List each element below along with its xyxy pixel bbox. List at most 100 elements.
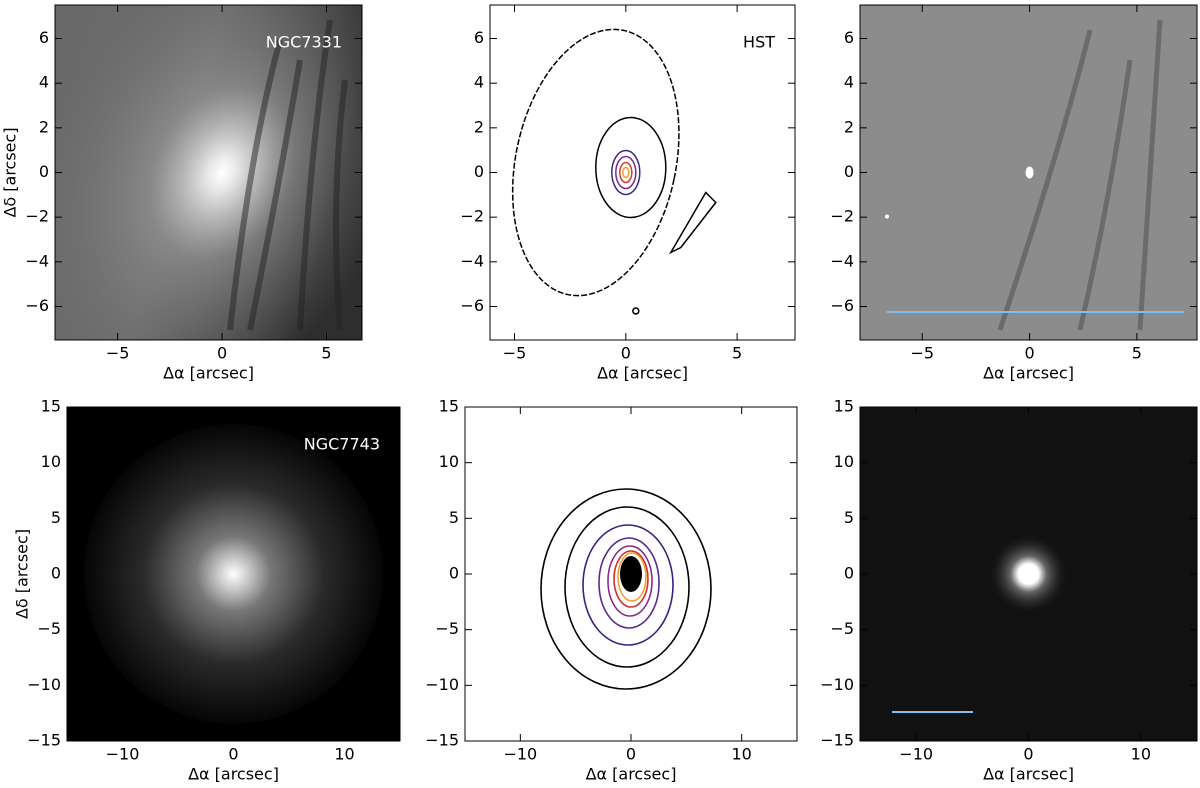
halo bbox=[55, 5, 362, 340]
y-tick-label: −10 bbox=[27, 675, 61, 694]
x-tick-label: 0 bbox=[621, 344, 631, 363]
y-tick-label: −2 bbox=[830, 207, 854, 226]
x-axis-label: Δα [arcsec] bbox=[163, 364, 254, 383]
panel-image bbox=[490, 5, 795, 340]
y-tick-label: −10 bbox=[425, 675, 459, 694]
point-source bbox=[885, 214, 889, 219]
y-tick-label: 0 bbox=[474, 162, 484, 181]
y-tick-label: −6 bbox=[25, 296, 49, 315]
contour bbox=[595, 116, 667, 219]
contour bbox=[611, 149, 641, 196]
y-tick-label: 5 bbox=[51, 508, 61, 527]
x-tick-label: 10 bbox=[334, 745, 354, 764]
y-axis-label: Δδ [arcsec] bbox=[1, 127, 20, 217]
x-tick-label: −5 bbox=[503, 344, 527, 363]
x-tick-label: 0 bbox=[626, 745, 636, 764]
y-tick-label: 10 bbox=[834, 452, 854, 471]
y-tick-label: −5 bbox=[435, 619, 459, 638]
panel-image bbox=[55, 5, 362, 340]
x-axis-label: Δα [arcsec] bbox=[983, 364, 1074, 383]
y-tick-label: −2 bbox=[25, 207, 49, 226]
y-tick-label: −15 bbox=[27, 731, 61, 750]
x-axis-label: Δα [arcsec] bbox=[188, 765, 279, 784]
contour bbox=[668, 191, 717, 255]
y-tick-label: 6 bbox=[39, 28, 49, 47]
y-tick-label: 2 bbox=[844, 117, 854, 136]
contour bbox=[613, 550, 649, 608]
x-tick-label: −10 bbox=[503, 745, 537, 764]
x-tick-label: 0 bbox=[1023, 745, 1033, 764]
y-tick-label: −4 bbox=[25, 251, 49, 270]
y-tick-label: 15 bbox=[41, 397, 61, 416]
x-tick-label: 5 bbox=[1132, 344, 1142, 363]
x-tick-label: −5 bbox=[106, 344, 130, 363]
y-tick-label: −15 bbox=[425, 731, 459, 750]
y-tick-label: 5 bbox=[449, 508, 459, 527]
panel-image bbox=[67, 407, 400, 741]
annotation: NGC7743 bbox=[304, 435, 380, 454]
halo bbox=[83, 424, 384, 724]
y-tick-label: 5 bbox=[844, 508, 854, 527]
x-axis-label: Δα [arcsec] bbox=[586, 765, 677, 784]
core bbox=[620, 556, 642, 592]
contour bbox=[582, 524, 674, 646]
contour bbox=[607, 545, 653, 617]
x-tick-label: 0 bbox=[217, 344, 227, 363]
y-tick-label: −5 bbox=[830, 619, 854, 638]
contour bbox=[632, 307, 640, 315]
annotation: HST bbox=[743, 33, 775, 52]
contour bbox=[564, 506, 690, 668]
dust-lane bbox=[333, 79, 348, 331]
y-tick-label: 0 bbox=[844, 564, 854, 583]
dust-lane bbox=[247, 59, 303, 331]
x-tick-label: 0 bbox=[1024, 344, 1034, 363]
y-tick-label: 6 bbox=[474, 28, 484, 47]
y-tick-label: 15 bbox=[834, 397, 854, 416]
y-tick-label: 4 bbox=[474, 73, 484, 92]
panel-image bbox=[860, 407, 1197, 741]
y-tick-label: 10 bbox=[41, 452, 61, 471]
y-axis-label: Δδ [arcsec] bbox=[13, 529, 32, 619]
y-tick-label: −5 bbox=[37, 619, 61, 638]
y-tick-label: 2 bbox=[474, 117, 484, 136]
contour bbox=[598, 537, 660, 629]
dust-lane bbox=[297, 19, 333, 331]
dust-lane bbox=[1077, 59, 1133, 331]
y-tick-label: −15 bbox=[820, 731, 854, 750]
contour bbox=[540, 488, 712, 690]
dust-lane bbox=[227, 39, 283, 331]
x-tick-label: 5 bbox=[732, 344, 742, 363]
contour bbox=[622, 166, 630, 179]
y-tick-label: 0 bbox=[449, 564, 459, 583]
nucleus bbox=[1025, 166, 1034, 179]
annotation: NGC7331 bbox=[266, 33, 342, 52]
x-tick-label: 5 bbox=[321, 344, 331, 363]
nucleus bbox=[988, 534, 1069, 614]
y-tick-label: 4 bbox=[844, 73, 854, 92]
y-tick-label: −4 bbox=[460, 251, 484, 270]
y-tick-label: −6 bbox=[830, 296, 854, 315]
x-tick-label: −10 bbox=[106, 745, 140, 764]
y-tick-label: −10 bbox=[820, 675, 854, 694]
x-tick-label: 10 bbox=[731, 745, 751, 764]
y-tick-label: −2 bbox=[460, 207, 484, 226]
panel-image bbox=[465, 407, 797, 741]
y-tick-label: 6 bbox=[844, 28, 854, 47]
y-tick-label: −4 bbox=[830, 251, 854, 270]
x-axis-label: Δα [arcsec] bbox=[597, 364, 688, 383]
x-tick-label: 0 bbox=[228, 745, 238, 764]
y-tick-label: 0 bbox=[51, 564, 61, 583]
x-tick-label: −10 bbox=[899, 745, 933, 764]
x-axis-label: Δα [arcsec] bbox=[983, 765, 1074, 784]
image bbox=[490, 5, 795, 340]
x-tick-label: −5 bbox=[910, 344, 934, 363]
y-tick-label: 4 bbox=[39, 73, 49, 92]
y-tick-label: 0 bbox=[39, 162, 49, 181]
contour bbox=[619, 161, 633, 184]
y-tick-label: 0 bbox=[844, 162, 854, 181]
dust-lane bbox=[1137, 19, 1163, 331]
y-tick-label: −6 bbox=[460, 296, 484, 315]
contour bbox=[511, 28, 680, 297]
dust-lane bbox=[997, 29, 1093, 331]
